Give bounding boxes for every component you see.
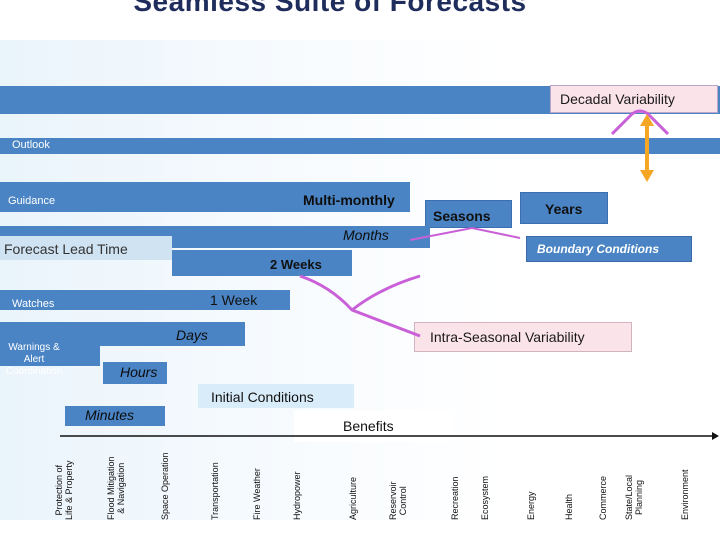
forecast-uncertainty-label: Forecast Uncertainty <box>632 190 716 216</box>
decadal-variability-label: Decadal Variability <box>560 91 675 107</box>
benefit-label: Fire Weather <box>252 468 262 520</box>
benefit-line1: Reservoir <box>388 481 398 520</box>
benefit-label: Space Operation <box>160 452 170 520</box>
decadal-variability-box <box>550 85 718 113</box>
benefit-line2: Control <box>398 486 408 516</box>
boundary-conditions-box <box>526 236 692 262</box>
benefit-line1: Recreation <box>450 476 460 520</box>
initial-conditions-band <box>198 384 354 408</box>
step-months: Months <box>343 227 389 243</box>
watches-band <box>0 290 290 310</box>
guidance-band <box>0 182 410 212</box>
benefit-label: Agriculture <box>348 477 358 520</box>
outlook-label: Outlook <box>12 139 50 151</box>
step-multi-monthly: Multi-monthly <box>303 192 395 208</box>
benefit-label: Reservoir Control <box>388 481 408 520</box>
axis-arrowhead <box>712 432 719 440</box>
lead-time-label: Forecast Lead Time <box>4 241 128 257</box>
seasons-box <box>425 200 512 228</box>
benefit-line1: Space Operation <box>160 452 170 520</box>
watches-label: Watches <box>12 298 55 310</box>
benefit-line2: Planning <box>634 479 644 515</box>
intra-seasonal-label: Intra-Seasonal Variability <box>430 329 585 345</box>
outlook-band <box>0 138 720 154</box>
benefit-label: Hydropower <box>292 471 302 520</box>
hours-band <box>103 362 167 384</box>
benefit-label: Energy <box>526 491 536 520</box>
benefits-label: Benefits <box>343 418 394 434</box>
benefit-label: State/Local Planning <box>624 475 644 520</box>
benefit-line1: Flood Mitigation <box>106 456 116 520</box>
benefit-line1: Protection of <box>54 464 64 516</box>
benefit-label: Health <box>564 494 574 520</box>
uncertainty-arrow-top <box>640 114 654 126</box>
benefit-line1: Energy <box>526 491 536 520</box>
warnings-line2: Coordination <box>5 366 63 377</box>
step-one-week: 1 Week <box>210 292 258 308</box>
two-weeks-band <box>172 250 352 276</box>
lead-time-label-bg <box>0 236 172 260</box>
benefit-label: Commerce <box>598 476 608 520</box>
benefit-line1: Ecosystem <box>480 475 490 520</box>
benefit-line1: Environment <box>680 469 690 520</box>
benefit-label: Protection of Life & Property <box>54 460 74 520</box>
intra-seasonal-brace-arm <box>351 274 421 312</box>
step-minutes: Minutes <box>85 407 135 423</box>
benefit-line1: Agriculture <box>348 476 358 520</box>
benefit-line1: Health <box>564 493 574 520</box>
step-hours: Hours <box>120 364 158 380</box>
minutes-band <box>65 406 165 426</box>
step-years: Years <box>545 201 583 217</box>
page-title: Seamless Suite of Forecasts <box>133 0 527 17</box>
intra-seasonal-box <box>414 322 632 352</box>
benefit-line1: Commerce <box>598 475 608 520</box>
step-two-weeks: 2 Weeks <box>270 257 322 272</box>
warnings-label: Warnings & Alert Coordination <box>2 342 66 378</box>
guidance-label: Guidance <box>8 195 56 207</box>
benefit-line1: Transportation <box>210 462 220 520</box>
intra-seasonal-brace <box>299 274 421 338</box>
benefit-line2: Life & Property <box>64 460 74 520</box>
initial-conditions-label: Initial Conditions <box>211 389 314 405</box>
step-seasons: Seasons <box>433 208 491 224</box>
benefit-label: Transportation <box>210 462 220 520</box>
forecast-uncertainty-line2: Uncertainty <box>646 203 702 215</box>
decadal-brace <box>610 109 670 136</box>
warnings-band <box>0 342 100 366</box>
benefit-label: Recreation <box>450 476 460 520</box>
benefit-label: Environment <box>680 469 690 520</box>
benefit-line1: Fire Weather <box>252 468 262 520</box>
boundary-connector <box>409 226 521 241</box>
benefit-line1: State/Local <box>624 474 634 520</box>
forecast-uncertainty-line1: Forecast <box>652 190 696 202</box>
benefit-label: Flood Mitigation & Navigation <box>106 456 126 520</box>
benefit-line1: Hydropower <box>292 471 302 520</box>
benefit-label: Ecosystem <box>480 476 490 520</box>
benefit-line2: & Navigation <box>116 462 126 514</box>
years-box <box>520 192 608 224</box>
uncertainty-arrow-bottom <box>640 170 654 182</box>
boundary-conditions-label: Boundary Conditions <box>537 242 659 256</box>
step-days: Days <box>176 327 208 343</box>
warnings-line1: Warnings & Alert <box>8 342 60 365</box>
